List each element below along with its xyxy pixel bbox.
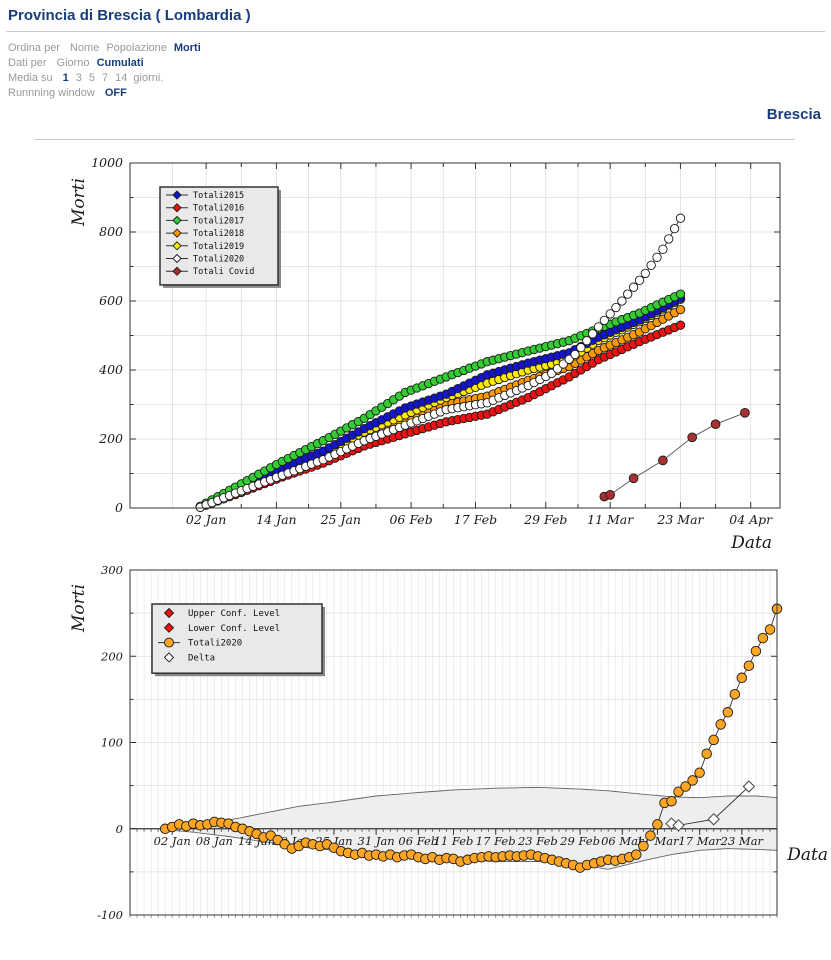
y-axis: -100 0 100 200 300	[97, 563, 777, 922]
control-option-5[interactable]: 5	[88, 72, 96, 84]
control-label: Ordina per	[8, 42, 60, 54]
series-delta	[665, 780, 756, 832]
svg-text:800: 800	[99, 224, 123, 239]
svg-text:06 Feb: 06 Feb	[389, 512, 432, 527]
svg-text:02 Jan: 02 Jan	[186, 512, 226, 527]
svg-text:Totali Covid: Totali Covid	[193, 267, 254, 277]
page-title: Provincia di Brescia ( Lombardia )	[8, 7, 251, 24]
control-option-cumulati[interactable]: Cumulati	[96, 57, 144, 69]
svg-text:06 Feb: 06 Feb	[398, 834, 438, 848]
svg-text:06 Mar: 06 Mar	[601, 834, 645, 848]
header-divider	[6, 31, 825, 32]
svg-text:23 Mar: 23 Mar	[720, 834, 765, 848]
svg-text:Totali2017: Totali2017	[193, 216, 244, 226]
top-chart: 02 Jan 14 Jan 25 Jan 06 Feb 17 Feb 29 Feb 11 M…	[69, 155, 781, 553]
svg-text:17 Feb: 17 Feb	[454, 512, 497, 527]
svg-text:Totali2018: Totali2018	[193, 229, 244, 239]
x-axis-title: Data	[786, 845, 828, 865]
y-axis-title: Morti	[69, 584, 89, 633]
series-totali2020	[195, 213, 686, 512]
svg-text:17 Feb: 17 Feb	[476, 834, 516, 848]
svg-text:Delta: Delta	[188, 653, 215, 663]
y-axis: 0 200 400 600 800 1000	[91, 155, 780, 515]
control-label: Runnning window	[8, 87, 95, 99]
svg-text:200: 200	[98, 431, 123, 446]
svg-text:23 Mar: 23 Mar	[656, 512, 704, 527]
region-label: Brescia	[766, 106, 821, 123]
control-row: Media su 1 3 5 7 14 giorni.	[8, 71, 201, 86]
svg-text:200: 200	[100, 649, 123, 663]
x-axis-title: Data	[730, 533, 772, 553]
control-row: Ordina per Nome Popolazione Morti	[8, 41, 201, 56]
series-totali-covid	[599, 407, 750, 502]
svg-text:14 Jan: 14 Jan	[256, 512, 296, 527]
controls: Ordina per Nome Popolazione Morti Dati per Gi…	[8, 41, 201, 101]
svg-text:Totali2016: Totali2016	[193, 204, 244, 214]
svg-text:300: 300	[101, 563, 123, 577]
control-option-morti[interactable]: Morti	[173, 42, 201, 54]
svg-text:-100: -100	[97, 908, 123, 922]
legend: Upper Conf. Level Lower Conf. Level Totali…	[151, 603, 325, 677]
control-option-7[interactable]: 7	[102, 72, 109, 84]
plot-frame	[129, 569, 778, 916]
svg-text:29 Feb: 29 Feb	[523, 512, 567, 527]
svg-text:Totali2015: Totali2015	[193, 191, 244, 201]
control-label: Dati per	[8, 57, 47, 69]
control-option-popolazione[interactable]: Popolazione	[106, 42, 167, 54]
svg-text:Lower Conf. Level: Lower Conf. Level	[188, 624, 280, 634]
series-totali2020	[159, 603, 783, 873]
svg-text:400: 400	[98, 362, 123, 377]
svg-text:1000: 1000	[91, 155, 123, 170]
y-axis-title: Morti	[69, 178, 89, 227]
svg-text:17 Mar: 17 Mar	[678, 834, 722, 848]
control-row: Dati per Giorno Cumulati	[8, 56, 201, 71]
control-option-giorno[interactable]: Giorno	[56, 57, 90, 69]
svg-text:Totali2020: Totali2020	[188, 639, 242, 649]
svg-text:31 Jan: 31 Jan	[358, 834, 395, 848]
svg-text:02 Jan: 02 Jan	[154, 834, 191, 848]
svg-text:600: 600	[99, 293, 123, 308]
control-option-nome[interactable]: Nome	[69, 42, 100, 54]
control-option-14[interactable]: 14	[115, 72, 128, 84]
legend: Totali2015 Totali2016 Totali2017 Totali2018…	[159, 186, 281, 288]
svg-text:25 Jan: 25 Jan	[320, 512, 361, 527]
control-row: Runnning window OFF	[8, 86, 201, 101]
svg-text:Totali2020: Totali2020	[193, 255, 244, 265]
svg-text:100: 100	[101, 736, 123, 750]
svg-text:29 Feb: 29 Feb	[559, 834, 600, 848]
svg-text:11 Mar: 11 Mar	[587, 512, 634, 527]
plot-frame	[129, 162, 781, 509]
svg-text:0: 0	[116, 822, 123, 836]
svg-text:08 Jan: 08 Jan	[196, 834, 233, 848]
svg-text:Upper Conf. Level: Upper Conf. Level	[188, 609, 280, 619]
svg-text:Totali2019: Totali2019	[193, 242, 244, 252]
series-totali2015	[195, 293, 686, 512]
svg-text:11 Feb: 11 Feb	[434, 834, 474, 848]
control-option-3[interactable]: 3	[75, 72, 82, 84]
control-option-1[interactable]: 1	[62, 72, 69, 84]
region-divider	[34, 139, 795, 140]
svg-text:04 Apr: 04 Apr	[729, 512, 773, 527]
svg-text:0: 0	[115, 500, 123, 515]
control-option-off[interactable]: OFF	[104, 87, 127, 99]
x-axis: 02 Jan 14 Jan 25 Jan 06 Feb 17 Feb 29 Feb 11 M…	[186, 163, 773, 527]
control-suffix: giorni.	[133, 72, 164, 84]
control-label: Media su	[8, 72, 53, 84]
svg-text:23 Feb: 23 Feb	[517, 834, 558, 848]
